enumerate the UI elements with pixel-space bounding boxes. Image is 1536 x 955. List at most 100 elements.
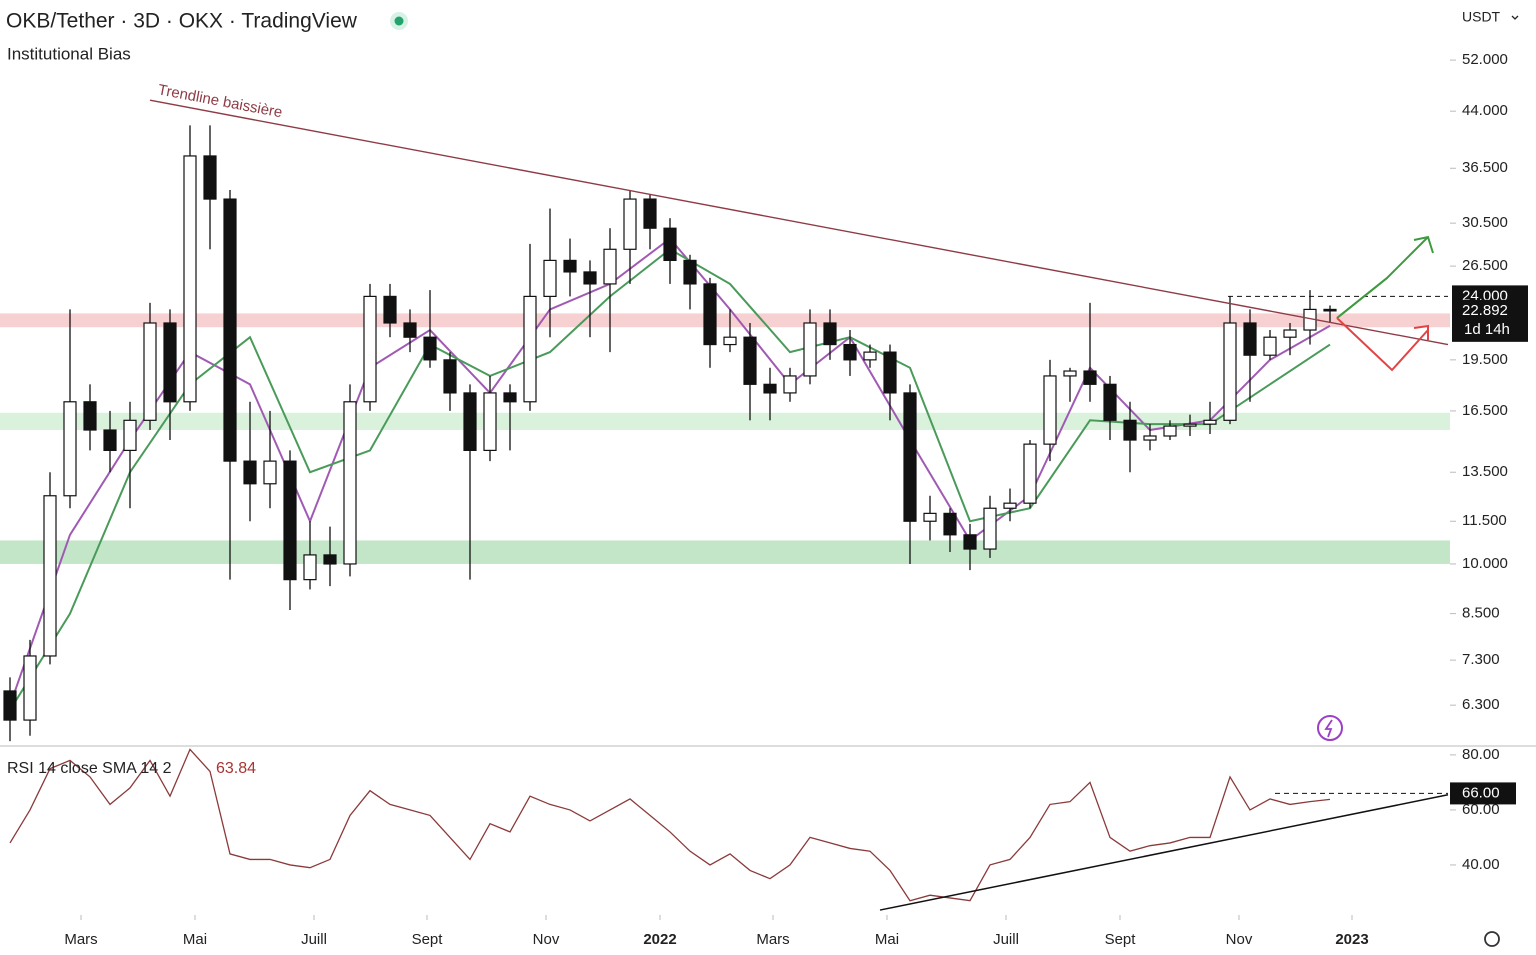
rsi-line	[9, 748, 1331, 902]
y-tick-label: 8.500	[1462, 605, 1500, 622]
rsi-trendline	[879, 794, 1449, 911]
candle-body	[703, 283, 717, 346]
y-tick-label: 7.300	[1462, 651, 1500, 668]
candle-body	[1323, 308, 1337, 312]
candle-body	[1243, 322, 1257, 356]
bearish-arrow	[1336, 317, 1429, 372]
candle-body	[543, 259, 557, 297]
x-tick-label: Juill	[993, 931, 1019, 948]
candle-body	[563, 259, 577, 273]
candle-body	[943, 512, 957, 536]
candle-body	[463, 392, 477, 451]
candle-body	[1183, 423, 1197, 427]
candle-body	[1263, 336, 1277, 356]
x-tick-label: Nov	[1226, 931, 1253, 948]
candle-body	[743, 336, 757, 385]
rsi-level-label: 66.00	[1462, 784, 1500, 801]
y-tick-label: 10.000	[1462, 555, 1508, 572]
y-tick-label: 19.500	[1462, 351, 1508, 368]
currency[interactable]: USDT	[1462, 9, 1501, 25]
y-tick-label: 6.300	[1462, 696, 1500, 713]
bullish-leg	[1336, 277, 1388, 319]
candle-body	[723, 336, 737, 346]
x-tick-label: Mars	[756, 931, 789, 948]
y-tick-label: 36.500	[1462, 159, 1508, 176]
candle-body	[1123, 419, 1137, 441]
status-dot	[394, 16, 404, 26]
candle-body	[983, 507, 997, 550]
candle-body	[363, 295, 377, 403]
y-tick-label: 80.00	[1462, 746, 1500, 763]
y-tick-label: 16.500	[1462, 402, 1508, 419]
zone	[0, 540, 1450, 564]
price-label: 22.892	[1462, 302, 1508, 319]
candle-body	[1163, 425, 1177, 437]
alert-bolt	[1324, 719, 1333, 738]
candle-body	[83, 401, 97, 431]
candle-body	[903, 392, 917, 522]
candle-body	[1143, 435, 1157, 441]
candle-body	[163, 322, 177, 403]
candle-body	[623, 198, 637, 250]
candle-body	[1223, 322, 1237, 421]
candle-body	[423, 336, 437, 361]
candle-body	[823, 322, 837, 346]
candle-body	[783, 375, 797, 394]
currency-caret	[1511, 15, 1519, 20]
candle-body	[863, 351, 877, 361]
y-tick-label: 26.500	[1462, 257, 1508, 274]
candle-body	[963, 534, 977, 550]
candle-body	[763, 383, 777, 394]
candle-body	[503, 392, 517, 403]
x-tick-label: Mai	[875, 931, 899, 948]
x-tick-label: Mars	[64, 931, 97, 948]
price-tag	[1452, 299, 1528, 342]
alert-icon[interactable]	[1317, 715, 1343, 741]
y-tick-label: 52.000	[1462, 51, 1508, 68]
candle-body	[263, 460, 277, 485]
candle-body	[243, 460, 257, 485]
candle-body	[123, 419, 137, 451]
y-tick-label: 44.000	[1462, 102, 1508, 119]
x-tick-label: 2022	[643, 931, 676, 948]
candle-body	[803, 322, 817, 377]
axis-layer: 52.000 44.000 36.500 30.500 26.500 19.500 16.5…	[64, 51, 1528, 948]
candle-body	[1023, 443, 1037, 504]
candle-body	[63, 401, 77, 497]
candle-body	[1103, 383, 1117, 421]
candle-body	[523, 295, 537, 403]
candle-body	[1043, 375, 1057, 445]
candle-body	[1083, 370, 1097, 385]
candle-body	[183, 155, 197, 403]
indicator-name: Institutional Bias	[7, 44, 131, 63]
x-tick-label: Sept	[412, 931, 444, 948]
candle-body	[1063, 370, 1077, 377]
rsi-value: 63.84	[216, 760, 256, 777]
rsi-title: RSI 14 close SMA 14 2	[7, 760, 172, 777]
settings-icon[interactable]	[1484, 931, 1500, 947]
candle-body	[383, 295, 397, 324]
candle-body	[323, 554, 337, 565]
y-tick-label: 40.00	[1462, 856, 1500, 873]
candle-body	[483, 392, 497, 451]
candle-body	[283, 460, 297, 581]
countdown: 1d 14h	[1464, 321, 1510, 338]
candle-body	[1203, 419, 1217, 425]
candle-body	[443, 359, 457, 394]
candle-body	[23, 655, 37, 721]
x-tick-label: Nov	[533, 931, 560, 948]
candle-body	[223, 198, 237, 462]
candle-body	[103, 429, 117, 451]
chart-title: OKB/Tether · 3D · OKX · TradingView	[6, 10, 358, 33]
candle-body	[343, 401, 357, 565]
candle-body	[583, 271, 597, 285]
candle-body	[1003, 502, 1017, 509]
x-tick-label: Juill	[301, 931, 327, 948]
candle-body	[663, 227, 677, 261]
rsi-level-tag	[1450, 782, 1516, 805]
candle-body	[3, 690, 17, 721]
x-tick-label: Mai	[183, 931, 207, 948]
candle-body	[603, 248, 617, 285]
candle-body	[683, 259, 697, 285]
